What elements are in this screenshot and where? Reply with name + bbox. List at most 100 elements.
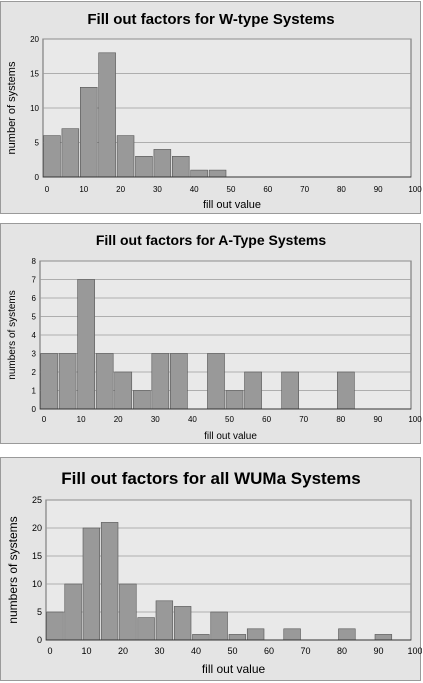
histogram-bar bbox=[225, 390, 244, 410]
x-tick-label: 10 bbox=[79, 185, 88, 194]
y-tick-label: 20 bbox=[30, 35, 39, 44]
x-tick-label: 10 bbox=[81, 646, 91, 656]
x-tick-label: 80 bbox=[336, 415, 345, 424]
x-tick-label: 50 bbox=[225, 415, 234, 424]
histogram-bar bbox=[338, 628, 356, 641]
x-tick-label: 60 bbox=[264, 646, 274, 656]
y-tick-label: 7 bbox=[32, 276, 37, 285]
histogram-bar bbox=[374, 634, 393, 641]
histogram-bar bbox=[336, 371, 355, 410]
y-tick-label: 10 bbox=[32, 579, 42, 589]
x-tick-label: 90 bbox=[374, 185, 383, 194]
histogram-bar bbox=[135, 156, 153, 178]
histogram-bar bbox=[173, 606, 192, 641]
chart-w-type: Fill out factors for W-type Systems 0 5 10 1… bbox=[6, 11, 422, 211]
chart-title: Fill out factors for W-type Systems bbox=[87, 11, 334, 28]
y-tick-label: 15 bbox=[32, 551, 42, 561]
x-tick-label: 0 bbox=[45, 185, 50, 194]
y-tick-label: 20 bbox=[32, 523, 42, 533]
histogram-bar bbox=[246, 628, 265, 641]
y-tick-label: 10 bbox=[30, 104, 39, 113]
x-tick-label: 20 bbox=[118, 646, 128, 656]
histogram-bar bbox=[116, 135, 135, 178]
histogram-bar bbox=[95, 353, 114, 410]
y-tick-label: 5 bbox=[37, 607, 42, 617]
x-tick-label: 20 bbox=[114, 415, 123, 424]
histogram-bar bbox=[244, 371, 262, 410]
histogram-bar bbox=[281, 371, 299, 410]
x-tick-label: 0 bbox=[47, 646, 52, 656]
y-tick-label: 1 bbox=[32, 387, 37, 396]
histogram-bar bbox=[283, 628, 301, 641]
y-tick-label: 5 bbox=[35, 139, 40, 148]
chart-a-type: Fill out factors for A-Type Systems 0 1 2 3 4… bbox=[7, 232, 422, 442]
histogram-bar bbox=[61, 128, 80, 178]
histogram-bar bbox=[43, 135, 61, 178]
x-axis-label: fill out value bbox=[204, 431, 257, 442]
x-tick-label: 60 bbox=[262, 415, 271, 424]
x-tick-label: 70 bbox=[299, 415, 308, 424]
histogram-bar bbox=[153, 149, 172, 178]
histogram-bar bbox=[98, 52, 116, 178]
y-tick-label: 25 bbox=[32, 495, 42, 505]
x-tick-label: 0 bbox=[42, 415, 47, 424]
histogram-bar bbox=[100, 522, 119, 641]
x-tick-label: 90 bbox=[373, 646, 383, 656]
y-axis-label: numbers of systems bbox=[6, 516, 20, 623]
chart-title: Fill out factors for all WUMa Systems bbox=[61, 469, 360, 488]
x-tick-label: 40 bbox=[190, 185, 199, 194]
x-tick-label: 10 bbox=[77, 415, 86, 424]
x-tick-label: 30 bbox=[153, 185, 162, 194]
x-tick-label: 20 bbox=[116, 185, 125, 194]
histogram-bar bbox=[137, 617, 155, 641]
chart-title: Fill out factors for A-Type Systems bbox=[96, 232, 326, 248]
histogram-bar bbox=[58, 353, 77, 410]
histogram-bar bbox=[172, 156, 190, 178]
histogram-bar bbox=[151, 353, 170, 410]
x-tick-label: 80 bbox=[337, 185, 346, 194]
x-tick-label: 80 bbox=[337, 646, 347, 656]
x-tick-label: 70 bbox=[300, 646, 310, 656]
x-tick-label: 50 bbox=[227, 646, 237, 656]
chart-panel-w-type: Fill out factors for W-type Systems 0 5 10 1… bbox=[0, 1, 422, 214]
y-tick-label: 0 bbox=[35, 173, 40, 182]
x-axis-label: fill out value bbox=[203, 199, 261, 211]
histogram-bar bbox=[208, 169, 227, 178]
histogram-bar bbox=[228, 634, 247, 641]
x-tick-label: 100 bbox=[408, 415, 422, 424]
histogram-bar bbox=[210, 611, 228, 641]
histogram-bar bbox=[82, 527, 101, 641]
histogram-bar bbox=[77, 279, 95, 410]
y-tick-label: 2 bbox=[32, 368, 37, 377]
histogram-bar bbox=[170, 353, 188, 410]
x-tick-label: 40 bbox=[188, 415, 197, 424]
y-tick-label: 5 bbox=[32, 313, 37, 322]
x-tick-label: 40 bbox=[191, 646, 201, 656]
x-tick-label: 100 bbox=[408, 185, 422, 194]
x-tick-label: 100 bbox=[407, 646, 422, 656]
histogram-bar bbox=[40, 353, 58, 410]
y-tick-label: 0 bbox=[37, 635, 42, 645]
histogram-bar bbox=[192, 634, 210, 641]
histogram-bar bbox=[155, 600, 174, 641]
y-tick-label: 6 bbox=[32, 294, 37, 303]
plot-area bbox=[45, 499, 412, 641]
x-tick-label: 50 bbox=[227, 185, 236, 194]
x-axis-label: fill out value bbox=[202, 662, 266, 676]
chart-all-wuma: Fill out factors for all WUMa Systems 0 5 1… bbox=[6, 469, 422, 676]
x-tick-label: 30 bbox=[151, 415, 160, 424]
y-tick-label: 0 bbox=[32, 405, 37, 414]
y-tick-label: 3 bbox=[32, 350, 37, 359]
chart-panel-a-type: Fill out factors for A-Type Systems 0 1 2 3 4… bbox=[0, 223, 422, 444]
x-tick-label: 60 bbox=[263, 185, 272, 194]
histogram-bar bbox=[132, 390, 151, 410]
y-tick-label: 15 bbox=[30, 70, 39, 79]
histogram-bar bbox=[80, 87, 98, 178]
histogram-bar bbox=[207, 353, 225, 410]
histogram-bar bbox=[64, 583, 82, 641]
histogram-bar bbox=[190, 169, 208, 178]
histogram-bar bbox=[46, 611, 64, 641]
histogram-bar bbox=[114, 371, 133, 410]
x-tick-label: 30 bbox=[154, 646, 164, 656]
chart-panel-all-wuma: Fill out factors for all WUMa Systems 0 5 1… bbox=[0, 457, 422, 681]
